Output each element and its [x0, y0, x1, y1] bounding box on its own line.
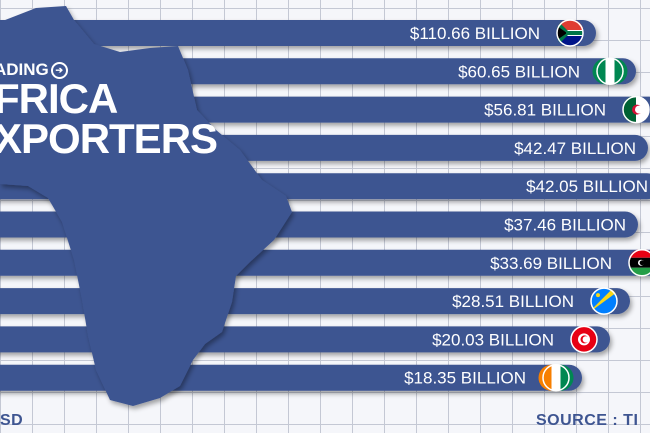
nigeria-flag-icon	[592, 57, 628, 86]
bar-value-label: $56.81 BILLION	[484, 101, 606, 120]
unit-label: SD	[0, 412, 24, 429]
algeria-flag-icon	[622, 95, 650, 124]
bar-value-label: $42.47 BILLION	[514, 139, 636, 158]
africa-map-shape	[0, 6, 292, 406]
ivory-coast-flag-icon	[538, 363, 574, 392]
bar-value-label: $28.51 BILLION	[452, 292, 574, 311]
bar-value-label: $37.46 BILLION	[504, 216, 626, 235]
title-kicker: ADING ➔	[0, 61, 68, 79]
libya-flag-icon	[628, 249, 650, 277]
bar-value-label: $110.66 BILLION	[410, 24, 540, 43]
source-label: SOURCE : TI	[536, 412, 639, 429]
bar-value-label: $60.65 BILLION	[458, 62, 580, 81]
bar-value-label: $20.03 BILLION	[432, 330, 554, 349]
tunisia-flag-icon	[570, 325, 598, 354]
title-line-1: FRICA	[0, 75, 118, 122]
south-africa-flag-icon	[556, 19, 584, 47]
bar-value-label: $42.05 BILLION	[526, 177, 648, 196]
title-line-2: XPORTERS	[0, 115, 218, 162]
arrow-right-icon: ➔	[50, 62, 68, 79]
bar-value-label: $33.69 BILLION	[490, 254, 612, 273]
dr-congo-flag-icon	[590, 287, 618, 315]
bar-value-label: $18.35 BILLION	[404, 369, 526, 388]
bar	[0, 20, 596, 46]
